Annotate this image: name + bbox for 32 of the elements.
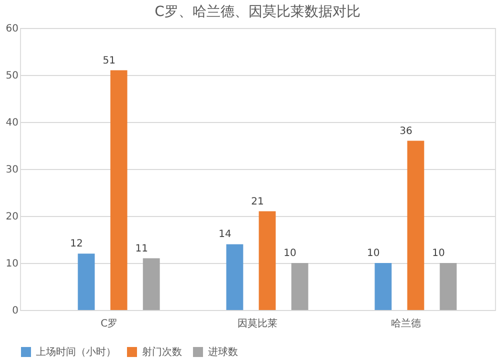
data-label: 12 [70, 238, 83, 250]
legend-label: 进球数 [208, 346, 238, 358]
y-tick-label: 0 [12, 306, 18, 316]
bar [291, 263, 308, 310]
y-tick-label: 50 [6, 70, 18, 82]
data-label: 21 [251, 196, 264, 208]
data-label: 10 [367, 248, 380, 259]
x-tick-label: 哈兰德 [390, 318, 421, 330]
bar [142, 258, 160, 310]
bar [258, 211, 276, 310]
data-label: 36 [400, 126, 412, 137]
bar [226, 244, 244, 310]
y-tick-label: 30 [6, 164, 18, 176]
data-label: 51 [102, 55, 116, 66]
data-label: 11 [135, 243, 148, 254]
chart-title: C罗、哈兰德、因莫比莱数据对比 [154, 4, 360, 20]
y-tick-label: 40 [6, 118, 18, 128]
data-label: 14 [218, 229, 232, 240]
data-label: 10 [284, 248, 296, 259]
bar [110, 70, 128, 310]
bar [440, 263, 457, 310]
bar [374, 263, 392, 310]
y-tick-label: 20 [6, 212, 18, 222]
legend-label: 射门次数 [142, 346, 182, 358]
y-tick-label: 10 [6, 258, 18, 270]
x-tick-label: 因莫比莱 [238, 318, 278, 330]
legend-label: 上场时间（小时） [36, 346, 116, 358]
x-tick-label: C罗 [100, 318, 118, 330]
data-label: 10 [432, 248, 445, 259]
y-tick-label: 60 [6, 24, 18, 34]
bar [407, 140, 424, 310]
bar [78, 254, 95, 310]
